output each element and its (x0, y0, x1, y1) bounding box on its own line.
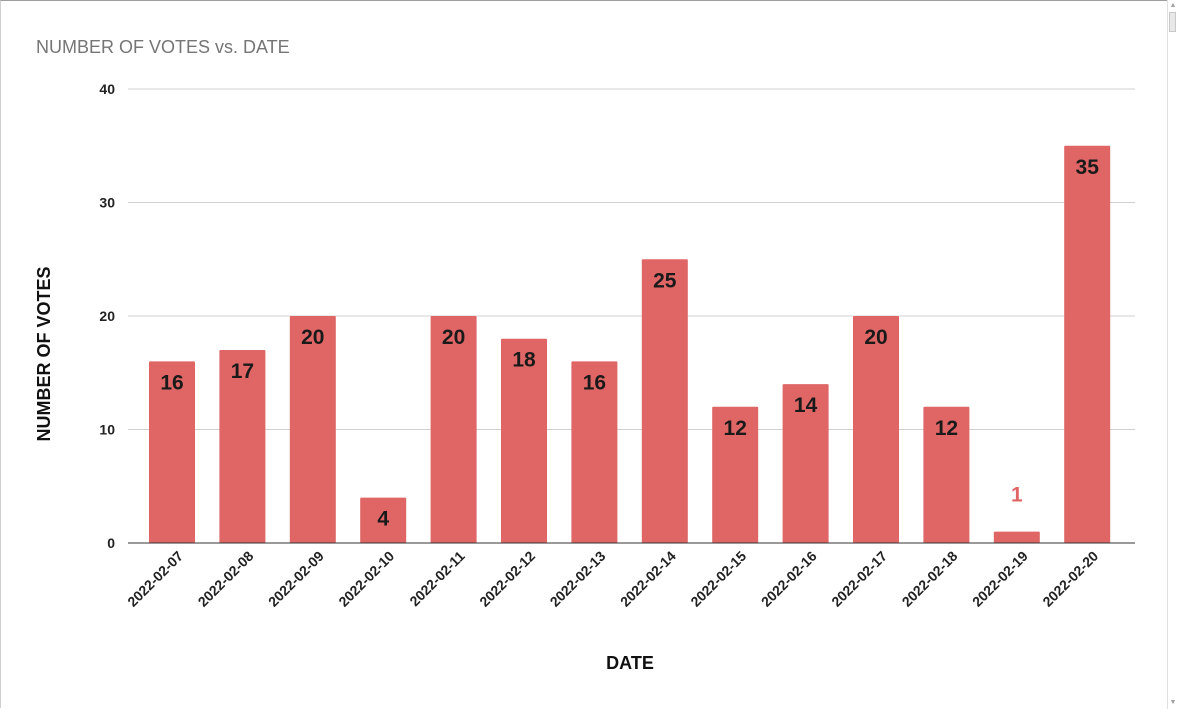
bar (501, 338, 547, 543)
chart-title: NUMBER OF VOTES vs. DATE (36, 37, 290, 57)
x-tick-label: 2022-02-11 (406, 548, 468, 610)
x-tick-label: 2022-02-09 (265, 548, 327, 610)
x-tick-label: 2022-02-07 (124, 548, 186, 610)
x-axis-label: DATE (606, 653, 654, 673)
x-tick-label: 2022-02-10 (335, 548, 397, 610)
data-label: 18 (512, 349, 536, 372)
data-label: 16 (583, 371, 606, 394)
y-tick-label: 30 (99, 195, 115, 211)
scroll-up-arrow-icon[interactable]: ▲ (1169, 2, 1177, 9)
bar (289, 316, 336, 543)
data-label: 14 (794, 394, 818, 417)
x-tick-label: 2022-02-12 (476, 548, 538, 610)
y-tick-label: 40 (99, 81, 115, 97)
data-label: 35 (1076, 156, 1100, 179)
bar (219, 350, 266, 543)
y-tick-label: 20 (99, 308, 115, 324)
bar (923, 406, 970, 543)
x-tick-label: 2022-02-13 (547, 548, 609, 610)
x-tick-label: 2022-02-20 (1039, 548, 1101, 610)
bar (993, 531, 1040, 543)
vertical-scrollbar[interactable]: ▲ ▼ (1167, 0, 1177, 709)
bar (430, 316, 477, 543)
data-label: 12 (935, 417, 958, 440)
data-label: 4 (377, 508, 389, 531)
bar (853, 316, 899, 543)
scroll-down-arrow-icon[interactable]: ▼ (1169, 699, 1177, 706)
data-label: 16 (160, 371, 183, 394)
bar (149, 361, 195, 543)
bar (641, 259, 688, 543)
bar (712, 406, 759, 543)
data-label: 17 (231, 360, 254, 383)
y-axis-label: NUMBER OF VOTES (34, 266, 54, 441)
bar (360, 497, 407, 543)
bar (1064, 145, 1111, 543)
data-label: 1 (1011, 484, 1023, 507)
bar (571, 361, 618, 543)
y-tick-label: 10 (99, 422, 115, 438)
data-label: 20 (301, 326, 324, 349)
x-tick-label: 2022-02-18 (899, 548, 961, 610)
x-tick-label: 2022-02-17 (828, 548, 890, 610)
data-label: 20 (442, 326, 465, 349)
data-label: 20 (864, 326, 887, 349)
x-tick-label: 2022-02-19 (969, 548, 1031, 610)
data-label: 12 (724, 417, 747, 440)
x-tick-label: 2022-02-15 (687, 548, 749, 610)
x-tick-label: 2022-02-16 (758, 548, 820, 610)
scroll-thumb[interactable] (1169, 12, 1176, 32)
x-tick-label: 2022-02-08 (195, 548, 257, 610)
y-tick-label: 0 (107, 535, 115, 551)
x-tick-label: 2022-02-14 (617, 548, 679, 610)
bar (782, 384, 829, 543)
data-label: 25 (653, 269, 677, 292)
